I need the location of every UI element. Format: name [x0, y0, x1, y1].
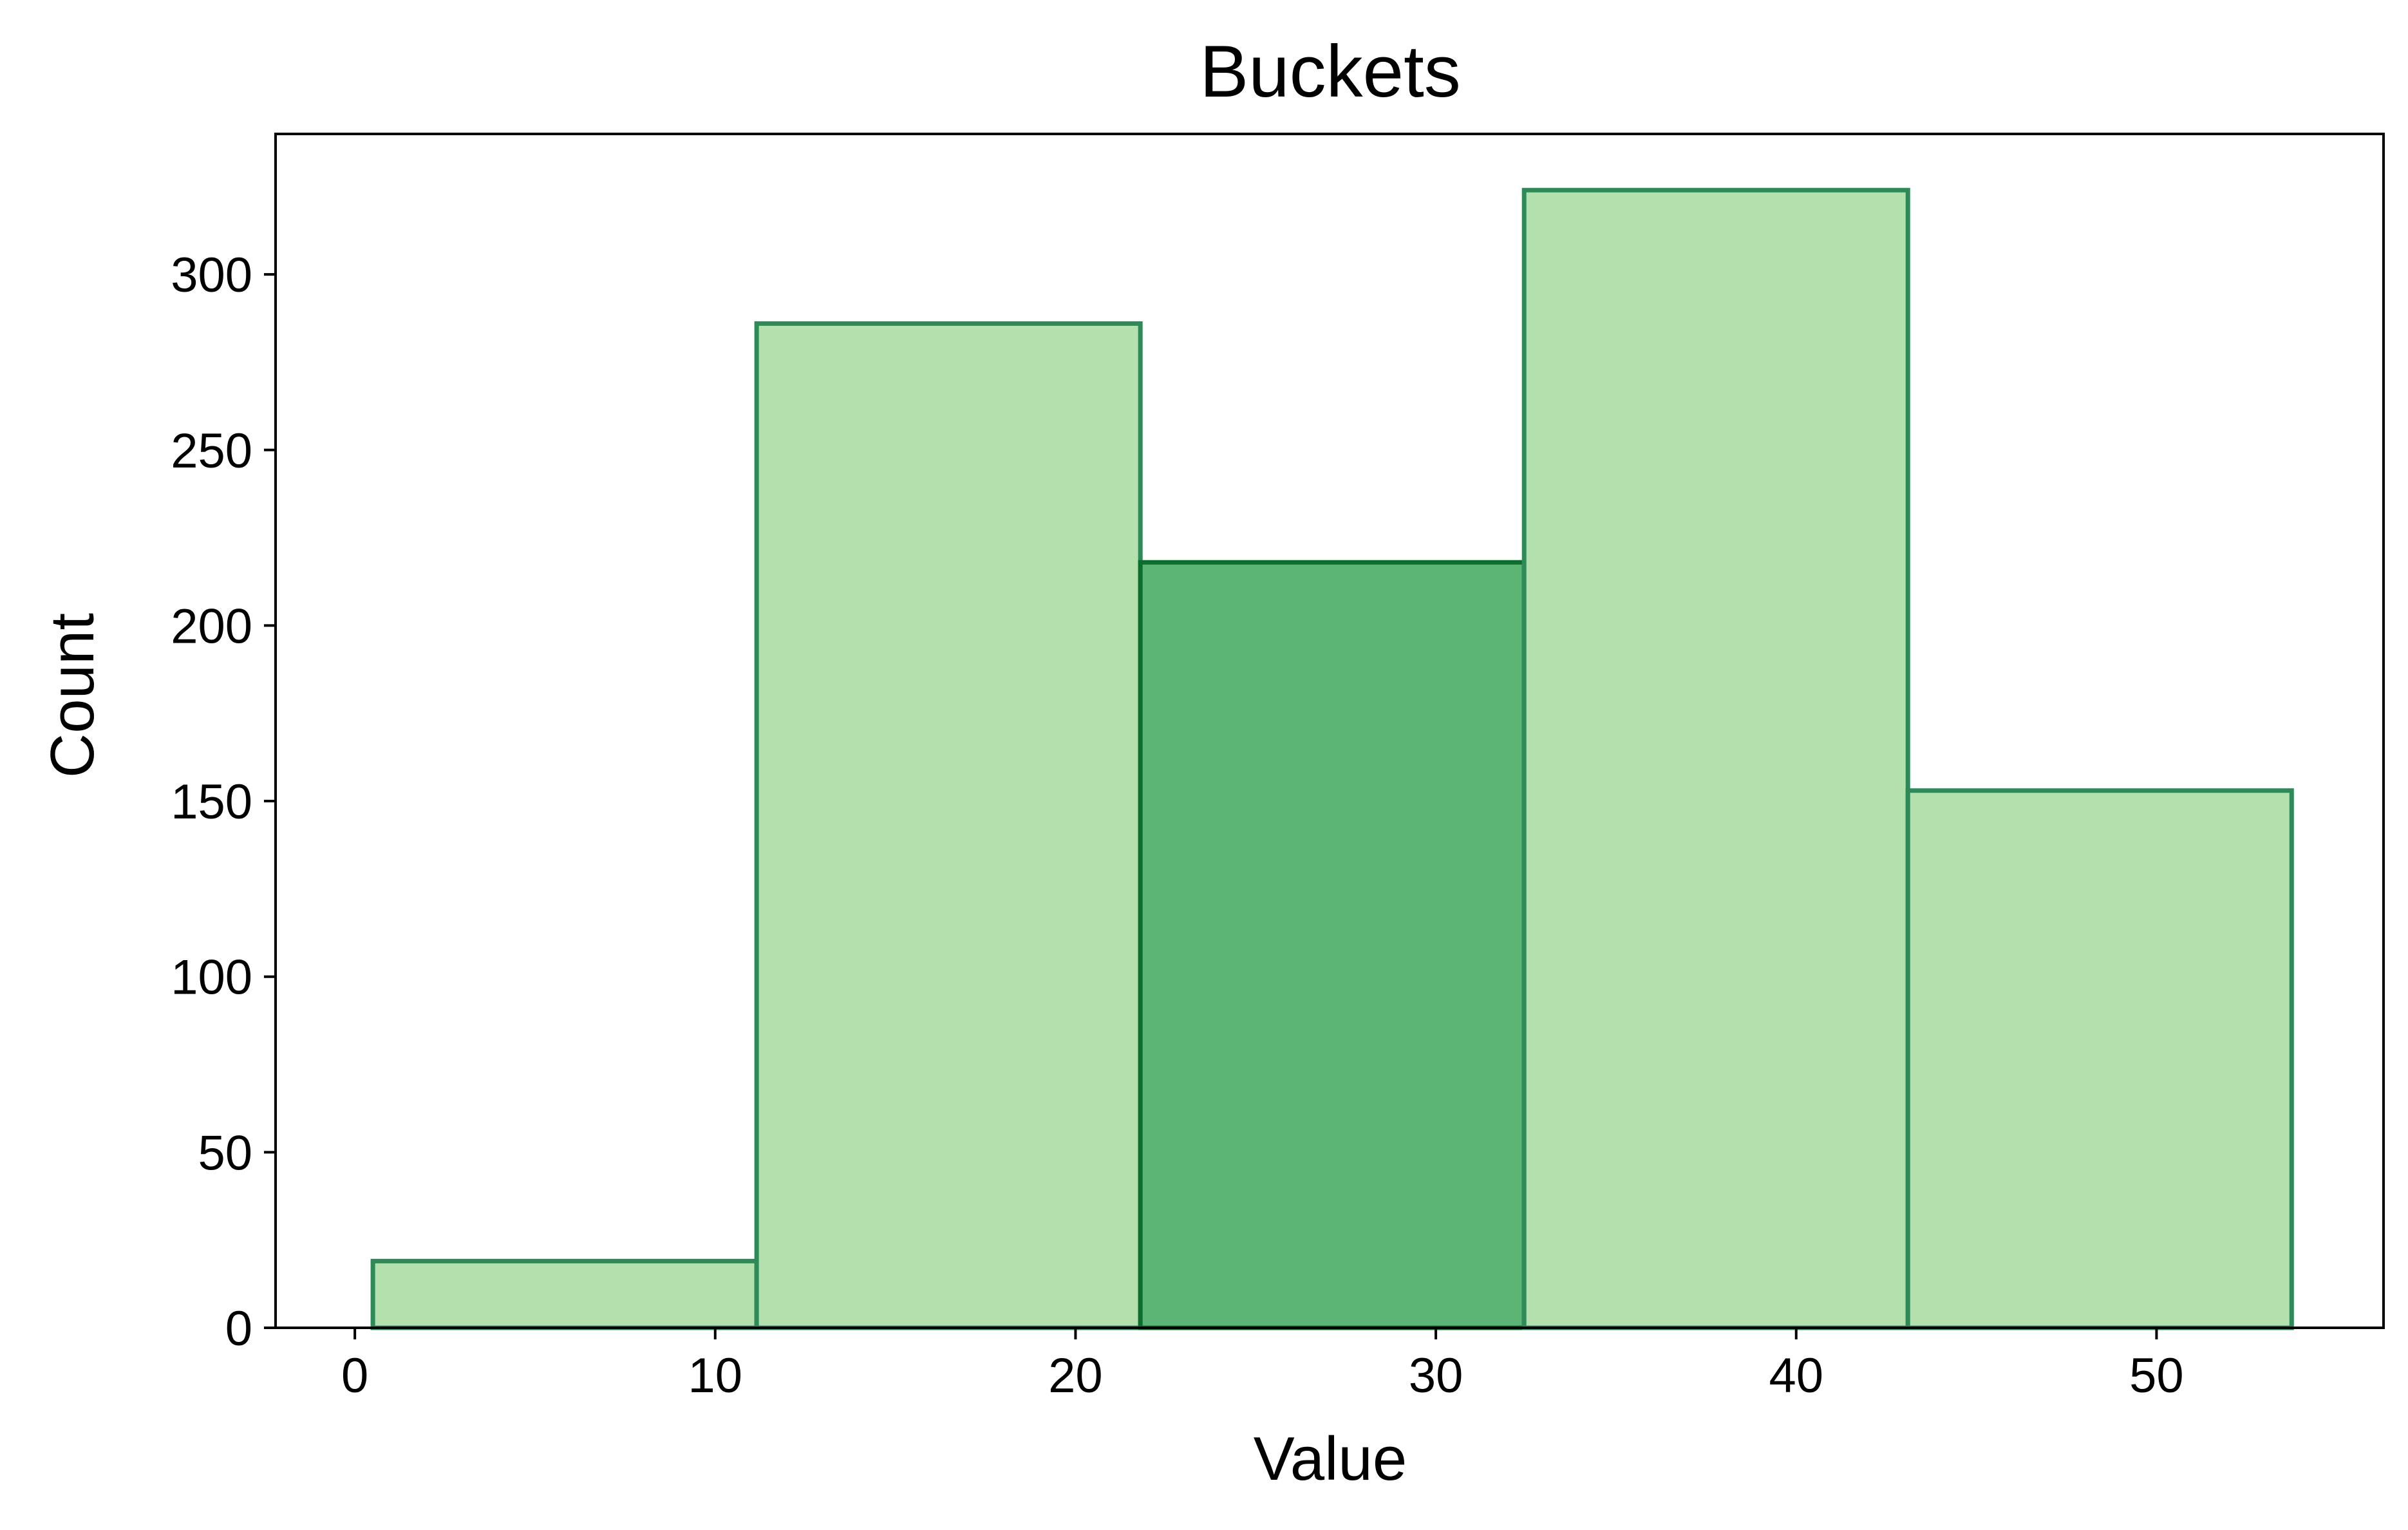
y-tick-label-0: 0	[225, 1301, 252, 1356]
chart-title: Buckets	[1199, 31, 1461, 113]
histogram-bar-4	[1905, 788, 2294, 1330]
y-tick-label-3: 150	[171, 775, 252, 829]
y-tick-label-6: 300	[171, 248, 252, 303]
histogram-bar-2	[1138, 560, 1527, 1330]
histogram-bar-3	[1521, 187, 1910, 1330]
x-tick-label-5: 50	[2129, 1348, 2184, 1403]
x-tick-label-1: 10	[688, 1348, 743, 1403]
y-tick-label-4: 200	[171, 599, 252, 654]
y-tick-label-1: 50	[198, 1126, 252, 1180]
x-tick-label-4: 40	[1769, 1348, 1823, 1403]
y-axis-label: Count	[38, 613, 107, 778]
y-axis-ticks: 0 50 100 150 200 250 300	[171, 248, 276, 1356]
x-axis-ticks: 0 10 20 30 40 50	[341, 1328, 2184, 1403]
y-tick-label-2: 100	[171, 950, 252, 1005]
bars-group	[370, 187, 2294, 1330]
x-axis-label: Value	[1254, 1424, 1407, 1493]
histogram-bar-0	[370, 1258, 759, 1330]
x-tick-label-2: 20	[1048, 1348, 1103, 1403]
y-tick-label-5: 250	[171, 424, 252, 478]
plot-frame	[274, 133, 2385, 1329]
histogram-bar-1	[754, 321, 1143, 1330]
x-tick-label-0: 0	[341, 1348, 368, 1403]
x-tick-label-3: 30	[1409, 1348, 1463, 1403]
